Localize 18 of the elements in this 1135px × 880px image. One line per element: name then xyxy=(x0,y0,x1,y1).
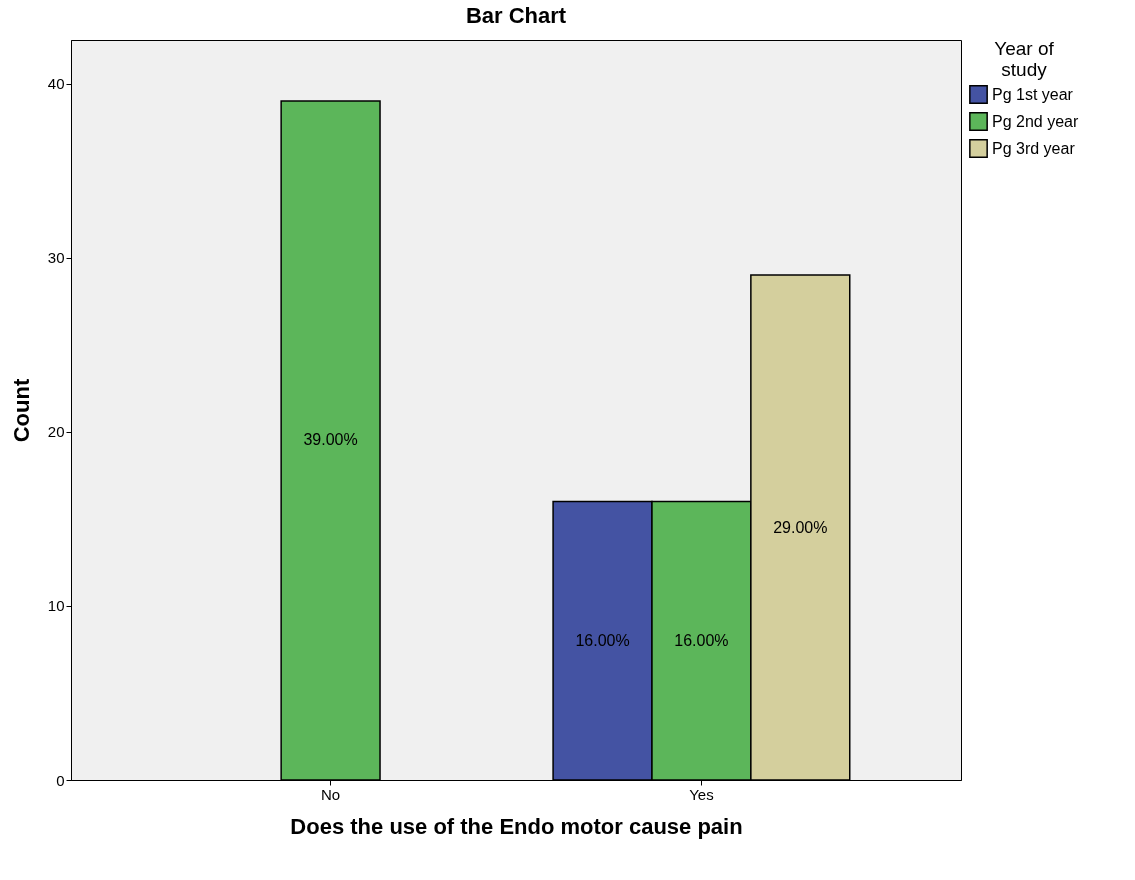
legend-label: Pg 1st year xyxy=(992,85,1074,103)
y-tick-label: 0 xyxy=(56,771,65,789)
x-axis-title: Does the use of the Endo motor cause pain xyxy=(290,813,743,839)
chart-title: Bar Chart xyxy=(465,3,567,28)
y-tick-label: 20 xyxy=(47,423,65,441)
y-tick-label: 30 xyxy=(47,249,65,267)
data-label: 16.00% xyxy=(674,631,729,649)
y-axis-title: Count xyxy=(8,378,34,443)
x-tick-label: No xyxy=(320,785,341,803)
x-tick-label: Yes xyxy=(689,785,714,803)
legend-label: Pg 2nd year xyxy=(992,112,1079,130)
legend-title: Year of study xyxy=(994,38,1055,80)
data-label: 39.00% xyxy=(303,431,358,449)
y-tick-label: 40 xyxy=(47,75,65,93)
legend-label: Pg 3rd year xyxy=(992,139,1076,157)
data-label: 29.00% xyxy=(773,518,828,536)
y-tick-label: 10 xyxy=(47,597,65,615)
data-label: 16.00% xyxy=(575,631,630,649)
